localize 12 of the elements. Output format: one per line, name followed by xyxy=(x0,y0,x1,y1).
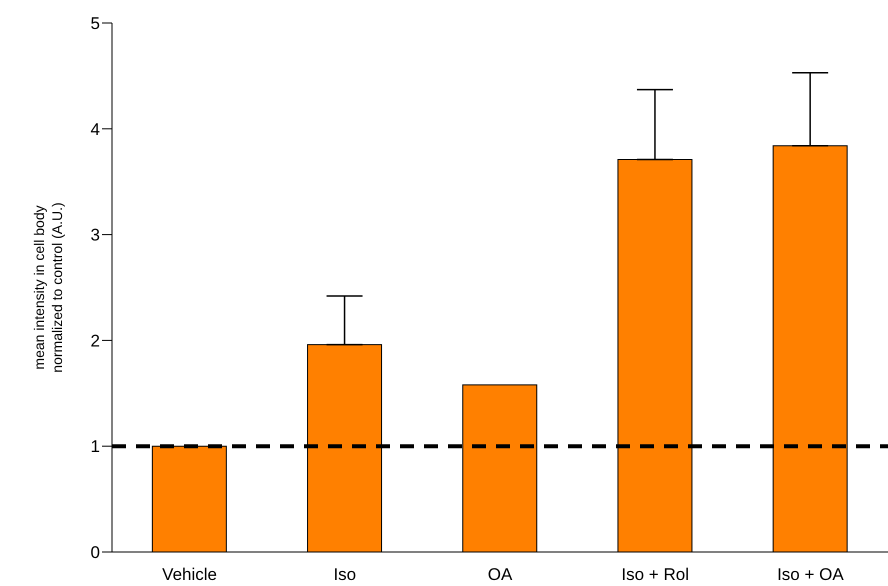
y-tick-label: 0 xyxy=(90,543,100,562)
y-tick-label: 5 xyxy=(90,14,100,34)
y-tick-label: 2 xyxy=(90,331,100,350)
x-tick-label: Iso xyxy=(333,565,356,584)
y-tick-label: 4 xyxy=(90,120,100,139)
y-axis-title: mean intensity in cell body normalized to control (A.U.) xyxy=(31,202,65,373)
x-tick-label: OA xyxy=(488,565,513,584)
y-tick-label: 3 xyxy=(90,226,100,245)
y-tick-label: 1 xyxy=(90,437,100,456)
x-tick-label: Iso + OA xyxy=(777,565,844,584)
x-tick-label: Vehicle xyxy=(162,565,218,584)
x-tick-label: Iso + Rol xyxy=(621,565,689,584)
